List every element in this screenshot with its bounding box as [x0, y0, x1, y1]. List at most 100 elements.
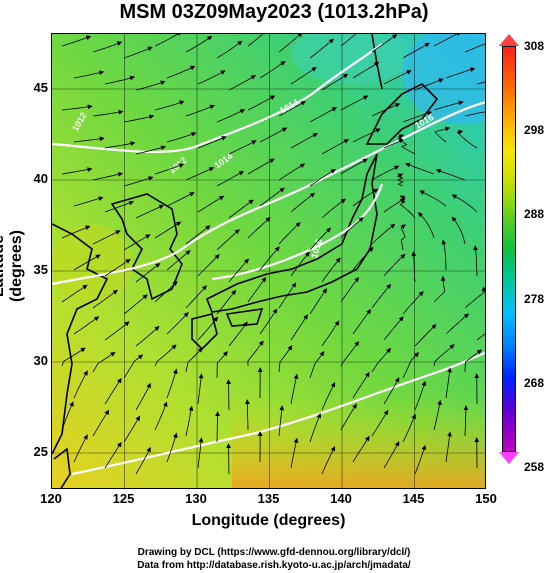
wind-arrowhead — [319, 351, 325, 357]
wind-arrowhead — [175, 221, 182, 227]
wind-arrowhead — [394, 441, 400, 447]
wind-arrowhead — [148, 114, 155, 120]
wind-arrowhead — [322, 288, 328, 294]
wind-streamline — [476, 81, 485, 85]
wind-streamline — [340, 158, 368, 175]
wind-streamline — [228, 199, 254, 219]
wind-arrowhead — [444, 126, 451, 132]
x-tick-label: 120 — [40, 491, 62, 506]
wind-arrowhead — [209, 104, 215, 110]
wind-streamline — [290, 374, 298, 405]
wind-streamline — [166, 312, 189, 335]
wind-arrowhead — [394, 377, 400, 383]
wind-streamline — [321, 198, 346, 219]
wind-arrowhead — [155, 263, 161, 268]
wind-streamline — [123, 354, 143, 379]
wind-arrowhead — [226, 443, 231, 448]
wind-arrowhead — [222, 351, 228, 357]
wind-arrowhead — [239, 109, 246, 114]
wind-arrowhead — [291, 282, 297, 288]
wind-streamline — [123, 234, 151, 251]
wind-streamline — [216, 40, 243, 59]
wind-arrowhead — [343, 139, 350, 144]
wind-streamline — [216, 351, 228, 379]
wind-arrowhead — [413, 352, 420, 358]
wind-arrowhead — [257, 367, 263, 372]
colorbar — [502, 46, 516, 452]
wind-streamline — [197, 438, 202, 469]
wind-arrowhead — [279, 405, 285, 411]
wind-streamline — [185, 36, 212, 53]
footer-credit-dcl: Drawing by DCL (https://www.gfd-dennou.o… — [137, 547, 411, 558]
wind-streamline — [216, 411, 218, 443]
taiwan-coast — [53, 447, 71, 488]
wind-streamline — [185, 225, 211, 245]
wind-arrowhead — [93, 316, 100, 322]
wind-arrowhead — [272, 308, 278, 314]
wind-arrowhead — [269, 158, 275, 164]
wind-arrowhead — [201, 285, 207, 291]
wind-streamline — [278, 406, 283, 437]
wind-arrowhead — [82, 284, 88, 290]
wind-streamline — [247, 34, 264, 47]
wind-arrowhead — [295, 221, 301, 228]
wind-streamline — [278, 345, 293, 373]
wind-streamline — [414, 78, 444, 91]
wind-streamline — [383, 134, 404, 149]
wind-arrowhead — [281, 127, 288, 132]
wind-arrowhead — [87, 104, 93, 110]
x-tick-label: 150 — [475, 491, 497, 506]
wind-arrowhead — [160, 145, 166, 151]
wind-arrowhead — [87, 167, 93, 172]
wind-streamline — [464, 111, 485, 117]
wind-streamline — [383, 377, 400, 405]
wind-arrowhead — [393, 165, 400, 171]
wind-streamline — [445, 313, 469, 335]
wind-arrowhead — [397, 173, 404, 178]
wind-streamline — [123, 46, 153, 59]
wind-streamline — [228, 75, 256, 91]
wind-arrowhead — [178, 163, 185, 168]
wind-arrowhead — [221, 136, 227, 141]
wind-arrowhead — [162, 401, 168, 407]
wind-arrowhead — [99, 136, 105, 142]
wind-streamline — [216, 109, 245, 123]
wind-arrowhead — [125, 258, 131, 264]
wind-streamline — [290, 133, 318, 149]
wind-arrowhead — [142, 294, 148, 300]
wind-arrowhead — [398, 134, 405, 139]
wind-arrowhead — [437, 399, 442, 406]
wind-arrowhead — [83, 370, 88, 376]
wind-streamline — [228, 321, 248, 347]
wind-arrowhead — [104, 409, 110, 416]
colorbar-label: 308 — [524, 39, 545, 53]
wind-arrowhead — [364, 435, 370, 442]
wind-streamline — [433, 101, 463, 111]
wind-arrowhead — [198, 373, 204, 379]
wind-streamline — [352, 309, 371, 335]
wind-streamline — [166, 192, 195, 207]
wind-arrowhead — [431, 323, 437, 330]
wind-arrowhead — [373, 61, 380, 67]
wind-streamline — [321, 320, 340, 347]
wind-streamline — [247, 277, 266, 303]
wind-arrowhead — [418, 291, 424, 297]
wind-arrowhead — [394, 103, 401, 108]
wind-streamline — [104, 442, 122, 469]
wind-streamline — [309, 413, 321, 443]
wind-streamline — [309, 169, 336, 187]
wind-arrowhead — [447, 431, 452, 437]
wind-streamline — [135, 263, 160, 283]
wind-streamline — [154, 402, 167, 431]
wind-arrowhead — [386, 283, 392, 290]
wind-arrowhead — [400, 253, 406, 259]
wind-streamline — [414, 445, 426, 475]
wind-streamline — [61, 284, 88, 303]
wind-streamline — [166, 369, 177, 399]
wind-streamline — [383, 441, 400, 469]
wind-streamline — [104, 259, 131, 277]
wind-arrowhead — [208, 167, 215, 172]
wind-streamline — [352, 61, 379, 79]
wind-arrowhead — [364, 371, 370, 378]
x-tick-label: 135 — [257, 491, 280, 506]
